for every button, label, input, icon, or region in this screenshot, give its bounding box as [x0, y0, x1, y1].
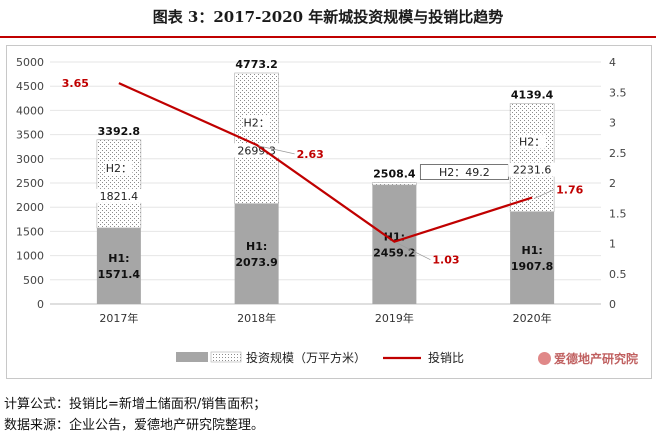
bar-h2	[509, 103, 555, 212]
ratio-leader-line	[396, 242, 431, 260]
bar-h2-label: H2：	[106, 162, 132, 175]
bar-h2-label: 2231.6	[513, 164, 552, 177]
ratio-line	[118, 82, 533, 243]
ratio-label: 2.63	[297, 148, 324, 161]
y-right-tick-label: 0.5	[609, 268, 627, 281]
title-rule	[0, 36, 656, 38]
x-tick-label: 2020年	[513, 311, 552, 325]
ratio-label: 1.76	[556, 184, 583, 197]
y-right-tick-label: 2	[609, 177, 616, 190]
y-right-tick-label: 3.5	[609, 86, 627, 99]
x-tick-label: 2019年	[375, 311, 414, 325]
legend-swatch-h2	[210, 351, 242, 363]
bar-h1-label: H1:	[246, 240, 267, 253]
ratio-leader-line	[533, 189, 555, 199]
y-left-tick-label: 2500	[16, 177, 44, 190]
ratio-leader-line	[258, 145, 295, 155]
bar-h2-label-bg	[518, 134, 546, 149]
y-left-tick-label: 5000	[16, 56, 44, 69]
bar-h2-label-bg	[508, 162, 557, 177]
ratio-label: 1.03	[432, 254, 459, 267]
bar-h1	[372, 184, 417, 304]
footnote-source: 数据来源：企业公告，爱德地产研究院整理。	[4, 418, 265, 433]
y-right-tick-label: 3	[609, 117, 616, 130]
y-right-tick-label: 2.5	[609, 147, 627, 160]
y-left-tick-label: 1000	[16, 250, 44, 263]
y-right-tick-label: 0	[609, 298, 616, 311]
y-left-tick-label: 1500	[16, 225, 44, 238]
y-left-tick-label: 4500	[16, 80, 44, 93]
bar-h2	[96, 139, 142, 229]
bar-h2-label-bg	[94, 188, 143, 203]
x-tick-label: 2018年	[237, 311, 276, 325]
bar-h1-label: H1:	[521, 244, 542, 257]
y-right-tick-label: 1.5	[609, 207, 627, 220]
y-left-tick-label: 2000	[16, 201, 44, 214]
brand-logo: 爱德地产研究院	[537, 350, 638, 367]
legend-label-bars: 投资规模（万平方米）	[246, 350, 366, 365]
bar-h1	[234, 203, 279, 304]
bar-total-label: 4773.2	[235, 58, 277, 71]
bar-total-label: 3392.8	[98, 125, 140, 138]
y-left-tick-label: 0	[37, 298, 44, 311]
chart-title: 图表 3：2017-2020 年新城投资规模与投销比趋势	[152, 8, 504, 26]
y-left-tick-label: 500	[23, 274, 44, 287]
y-right-tick-label: 4	[609, 56, 616, 69]
bar-h1-label: H1:	[108, 252, 129, 265]
ratio-label: 3.65	[62, 77, 89, 90]
footnote-formula: 计算公式：投销比=新增土储面积/销售面积；	[4, 397, 267, 412]
x-tick-label: 2017年	[99, 311, 138, 325]
bar-h1	[96, 227, 141, 304]
bar-h1-label: 1907.8	[511, 260, 553, 273]
bar-h2-label: H2：	[519, 136, 545, 149]
bar-h1-label: 1571.4	[98, 268, 141, 281]
brand-icon	[537, 352, 551, 365]
bar-h2-label: H2：	[243, 116, 269, 129]
bar-total-label: 4139.4	[511, 89, 554, 102]
bar-h2-label-bg	[243, 115, 271, 130]
brand-name: 爱德地产研究院	[553, 352, 638, 366]
bar-h1	[510, 211, 555, 304]
bar-total-label: 2508.4	[373, 168, 416, 181]
bar-h1-label: 2459.2	[373, 246, 415, 259]
y-left-tick-label: 4000	[16, 104, 44, 117]
legend-swatch-h1	[176, 352, 208, 362]
y-left-tick-label: 3000	[16, 153, 44, 166]
bar-h2	[372, 182, 417, 186]
y-right-tick-label: 1	[609, 238, 616, 251]
bar-h2-label-bg	[105, 160, 133, 175]
legend-label-line: 投销比	[428, 350, 464, 365]
y-left-tick-label: 3500	[16, 129, 44, 142]
bar-h1-label: 2073.9	[235, 256, 277, 269]
bar-h2-label: 1821.4	[100, 190, 139, 203]
bar-h2-label: H2：49.2	[439, 166, 490, 179]
